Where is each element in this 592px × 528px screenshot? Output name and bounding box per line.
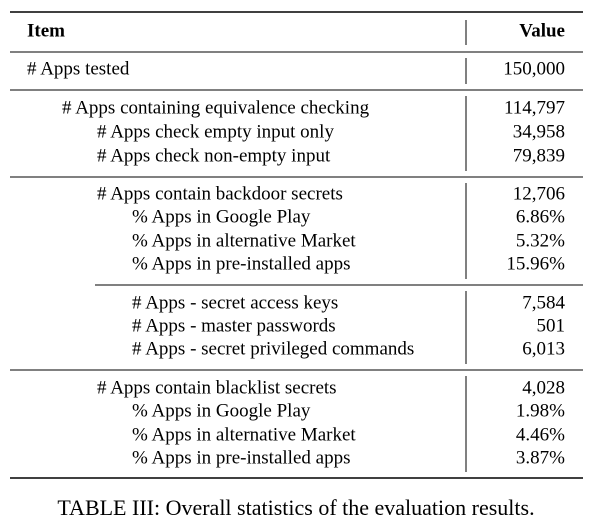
value-cell: 150,000 xyxy=(503,58,565,79)
item-cell: % Apps in alternative Market xyxy=(132,424,356,445)
item-cell: % Apps in pre-installed apps xyxy=(132,447,350,468)
item-cell: % Apps in pre-installed apps xyxy=(132,253,350,274)
value-cell: 6.86% xyxy=(516,206,565,227)
value-cell: 4.46% xyxy=(516,424,565,445)
header-value: Value xyxy=(519,20,565,41)
item-cell: # Apps - master passwords xyxy=(132,315,336,336)
value-cell: 12,706 xyxy=(513,183,565,204)
value-cell: 7,584 xyxy=(522,292,565,313)
item-cell: # Apps containing equivalence checking xyxy=(62,97,370,118)
value-cell: 1.98% xyxy=(516,400,565,421)
caption: TABLE III: Overall statistics of the eva… xyxy=(57,495,534,520)
value-cell: 5.32% xyxy=(516,230,565,251)
item-cell: % Apps in Google Play xyxy=(132,400,311,421)
value-cell: 501 xyxy=(537,315,566,336)
value-cell: 6,013 xyxy=(522,338,565,359)
item-cell: # Apps contain blacklist secrets xyxy=(97,377,337,398)
value-cell: 4,028 xyxy=(522,377,565,398)
item-cell: # Apps tested xyxy=(27,58,130,79)
item-cell: # Apps contain backdoor secrets xyxy=(97,183,343,204)
value-cell: 34,958 xyxy=(513,121,565,142)
value-cell: 3.87% xyxy=(516,447,565,468)
item-cell: # Apps check non-empty input xyxy=(97,145,331,166)
header-item: Item xyxy=(27,20,65,41)
value-cell: 114,797 xyxy=(504,97,565,118)
item-cell: % Apps in Google Play xyxy=(132,206,311,227)
item-cell: # Apps - secret access keys xyxy=(132,292,338,313)
value-cell: 15.96% xyxy=(506,253,565,274)
item-cell: # Apps check empty input only xyxy=(97,121,334,142)
item-cell: # Apps - secret privileged commands xyxy=(132,338,414,359)
item-cell: % Apps in alternative Market xyxy=(132,230,356,251)
value-cell: 79,839 xyxy=(513,145,565,166)
